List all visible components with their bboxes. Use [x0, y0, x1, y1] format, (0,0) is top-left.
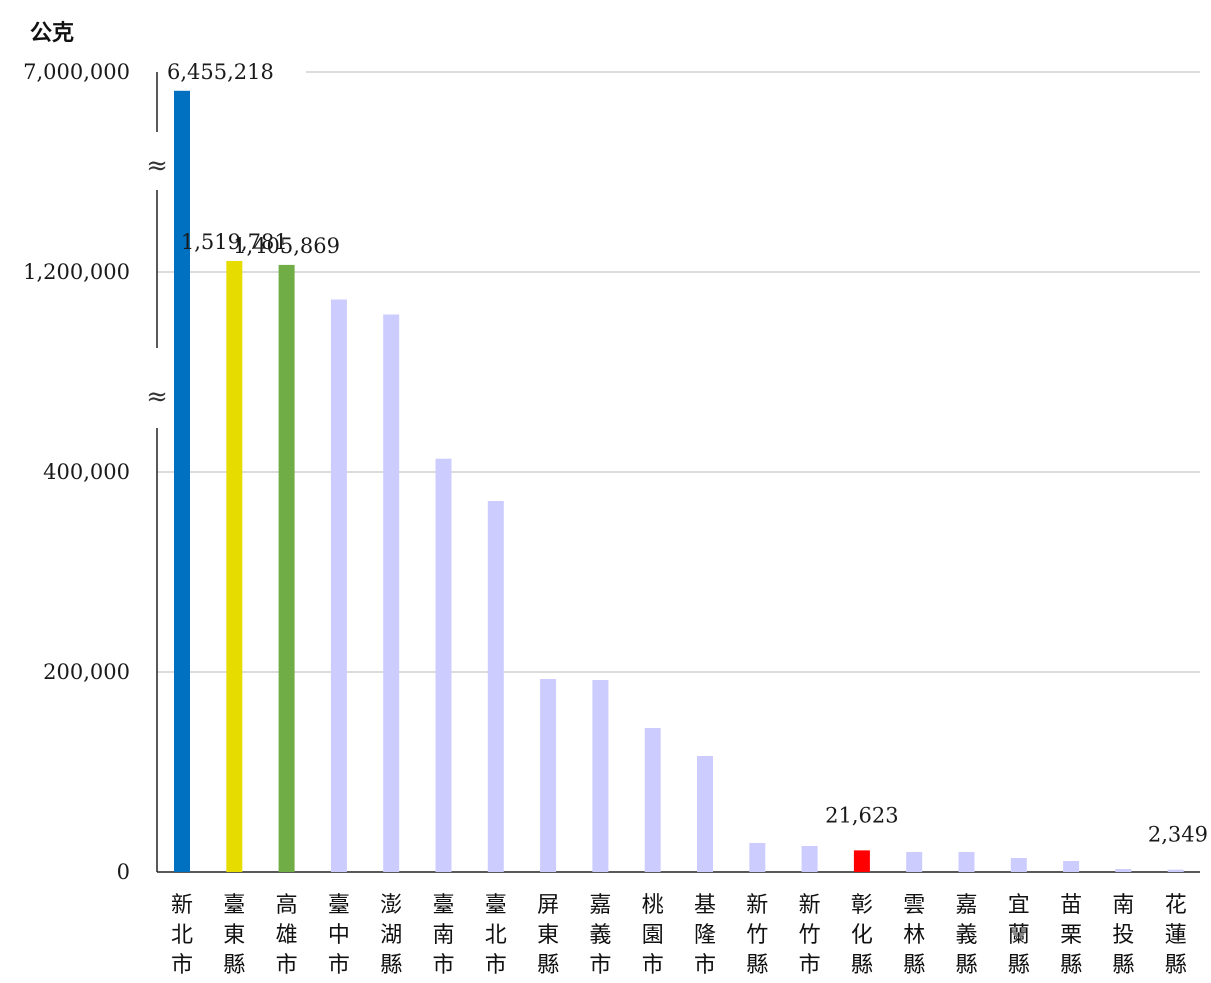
- axis-break-mark: ≈: [146, 151, 168, 181]
- y-axis-unit-label: 公克: [30, 20, 74, 46]
- x-category-label: 臺北市: [485, 893, 507, 978]
- x-category-label: 彰化縣: [851, 893, 873, 978]
- x-category-label: 南投縣: [1112, 893, 1134, 978]
- bar: [592, 680, 609, 872]
- bars: [174, 90, 1184, 872]
- bar: [697, 756, 713, 872]
- x-category-label: 嘉義縣: [955, 893, 977, 978]
- x-category-label: 臺南市: [432, 893, 454, 978]
- x-category-label: 宜蘭縣: [1008, 893, 1030, 978]
- data-label: 21,623: [825, 803, 898, 827]
- x-category-label: 新竹縣: [746, 893, 768, 978]
- bar: [330, 299, 347, 872]
- y-tick-label: 200,000: [43, 660, 130, 684]
- x-category-label: 雲林縣: [903, 893, 925, 978]
- bar: [278, 264, 295, 872]
- bar: [174, 90, 190, 872]
- bar: [487, 501, 504, 872]
- axis-break-mark: ≈: [146, 382, 168, 412]
- bar: [383, 314, 400, 872]
- y-axis-tick-labels: 7,000,000 1,200,000 400,000 200,000 0: [23, 60, 130, 884]
- bar: [906, 852, 923, 872]
- x-category-label: 高雄市: [276, 893, 298, 978]
- data-label: 1,405,869: [233, 234, 340, 258]
- x-category-label: 屏東縣: [537, 893, 559, 978]
- bar: [801, 846, 818, 872]
- x-category-label: 苗栗縣: [1060, 893, 1082, 978]
- gridlines: [157, 71, 1200, 673]
- x-axis-category-labels: 新北市 臺東縣 高雄市 臺中市 澎湖縣 臺南市 臺北市 屏東縣 嘉義市 桃園市 基隆市 新竹縣 新竹市 彰…: [171, 893, 1187, 978]
- bar: [1115, 869, 1132, 872]
- data-label: 6,455,218: [167, 60, 274, 84]
- bar: [435, 458, 452, 872]
- x-category-label: 臺東縣: [223, 893, 245, 978]
- y-tick-label: 7,000,000: [23, 60, 130, 84]
- bar: [1063, 861, 1080, 872]
- bar: [226, 260, 243, 872]
- data-label: 2,349: [1148, 823, 1208, 847]
- x-category-label: 基隆市: [694, 893, 716, 978]
- bar: [540, 679, 557, 872]
- y-tick-label: 0: [117, 860, 130, 884]
- bar: [853, 850, 870, 872]
- bar: [644, 728, 661, 872]
- x-category-label: 花蓮縣: [1165, 893, 1187, 978]
- data-label: 1,519,781: [181, 230, 288, 254]
- bar: [958, 852, 975, 872]
- x-category-label: 臺中市: [328, 893, 350, 978]
- y-tick-label: 1,200,000: [23, 260, 130, 284]
- bar: [749, 843, 766, 872]
- x-category-label: 桃園市: [642, 893, 664, 978]
- bar: [1010, 858, 1027, 872]
- x-category-label: 嘉義市: [589, 893, 611, 978]
- x-category-label: 澎湖縣: [380, 893, 402, 978]
- x-category-label: 新竹市: [799, 893, 821, 978]
- y-tick-label: 400,000: [43, 460, 130, 484]
- bar: [1167, 869, 1184, 872]
- x-category-label: 新北市: [171, 893, 193, 978]
